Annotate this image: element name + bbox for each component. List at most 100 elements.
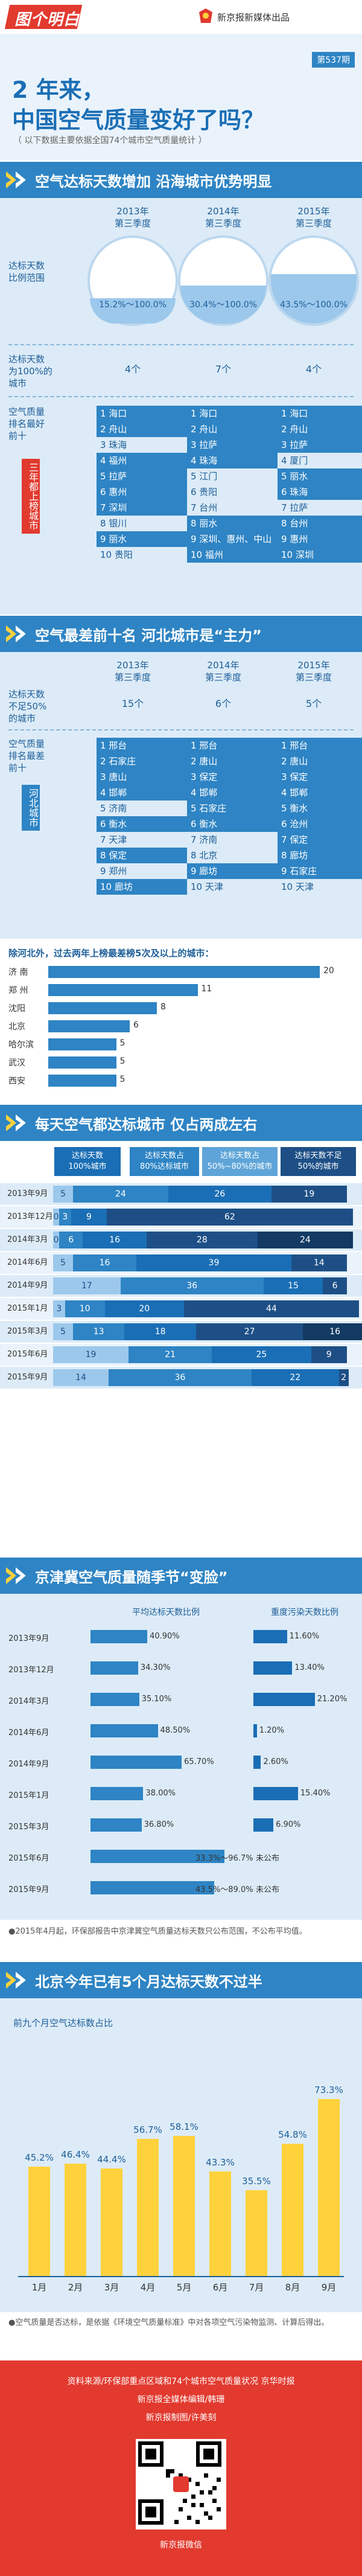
qr-module [208,2490,212,2495]
ranking-item: 4 厦门 [281,455,308,466]
city-bar [48,1075,116,1087]
qr-caption: 新京报微信 [160,2540,202,2550]
row-label: 2014年3月 [7,1235,48,1244]
qr-module [217,2478,221,2482]
good-ratio-bar [91,1661,138,1675]
qr-module [166,2469,170,2473]
heavy-pollution-header: 重度污染天数比例 [271,1608,338,1617]
good-ratio-value: 35.10% [141,1695,172,1704]
ranking-list: 1 邢台 2 石家庄 3 唐山 4 邯郸 5 济南 6 衡水 7 天津 8 保定 9 郑州 10 … [97,738,187,895]
section5-title: 北京今年已有5个月达标天数不过半 [35,1974,262,1990]
year-header: 2014年 [207,660,240,671]
month-bar [282,2143,303,2276]
stacked-segment: 36 [120,1277,264,1294]
ranking-item: 1 海口 [187,406,278,421]
stacked-row: 2014年3月 0 6 16 28 24 [0,1229,362,1251]
ranking-item: 1 邢台 [278,738,362,753]
year-header: 2013年 [116,206,149,217]
city-value: 5 [119,1056,125,1066]
heavy-pollution-value: 21.20% [317,1695,348,1704]
section5-banner: 北京今年已有5个月达标天数不过半 [0,1962,362,1998]
section5-note: ●空气质量是否达标，是依据《环境空气质量标准》中对各项空气污染物监测、计算后得出… [8,2318,329,2327]
qr-module [195,2520,200,2524]
row-label: 2014年3月 [8,1697,49,1706]
heavy-pollution-value: 2.60% [263,1757,288,1766]
divider [8,344,354,345]
ranking-item: 5 济南 [100,803,127,814]
month-label: 3月 [104,2282,119,2293]
qr-module [166,2473,170,2478]
month-value: 73.3% [314,2084,343,2095]
chevron-icon [6,1972,16,1989]
ranking-item: 2 舟山 [97,421,187,437]
stacked-row: 2015年1月 3 10 20 44 [0,1298,362,1320]
section2-banner: 空气最差前十名 河北城市是“主力” [0,616,362,652]
month-bar [209,2171,231,2276]
month-value: 43.3% [206,2156,235,2168]
stacked-segment: 15 [263,1277,323,1294]
row-label: 2015年9月 [8,1885,49,1894]
chevron-icon [16,1114,26,1131]
stacked-segment: 36 [109,1369,252,1386]
stacked-segment: 5 [53,1323,73,1340]
heavy-pollution-bar [253,1661,293,1675]
ranking-item: 9 廊坊 [187,863,278,879]
section4-note: ●2015年4月起，环保部报告中京津冀空气质量达标天数只公布范围，不公布平均值。 [8,1927,307,1936]
ratio-circle: 15.2%～100.0% [87,235,178,326]
editor-credit: 新京报全媒体编辑/韩珊 [137,2395,225,2405]
ranking-list: 1 海口 2 舟山 3 拉萨 4 厦门 5 丽水 6 珠海 7 拉萨 8 台州 9 惠州 10 深… [278,406,362,563]
stacked-segment: 16 [303,1323,362,1340]
month-value: 45.2% [25,2152,54,2164]
tag-hebei: 河北城市 [22,785,40,831]
month-label: 8月 [285,2282,300,2293]
ranking-item: 5 石家庄 [187,801,278,816]
heavy-pollution-value: 15.40% [300,1789,331,1798]
city-bar [48,984,198,996]
month-value: 58.1% [170,2121,198,2132]
ratio-range-label: 30.4%～100.0% [189,300,257,310]
stacked-segment: 39 [136,1254,291,1271]
qr-code[interactable] [136,2439,226,2530]
row-label: 2013年9月 [8,1634,49,1643]
quarter-header: 第三季度 [295,218,332,229]
ranking-item: 9 惠州 [278,531,362,547]
ranking-item: 10 贵阳 [100,549,133,560]
city-value: 5 [119,1038,125,1048]
ratio-range-label: 15.2%～100.0% [99,300,167,310]
stacked-row: 2015年6月 19 21 25 9 [0,1344,362,1366]
ranking-item: 9 丽水 [97,531,187,547]
city-label: 北京 [8,1022,25,1032]
qr-finder-core [203,2449,214,2459]
page-title-line2: 中国空气质量变好了吗？ [12,107,265,133]
ranking-item: 5 衡水 [278,801,362,816]
chevron-icon [6,171,16,188]
ranking-item: 10 天津 [281,881,314,892]
ranking-item: 3 拉萨 [187,437,278,453]
legend-item: 达标天数 100%城市 [54,1147,121,1176]
month-label: 9月 [321,2282,337,2293]
good-ratio-value: 34.30% [140,1663,171,1672]
stacked-segment: 3 [53,1300,65,1317]
good-ratio-value: 33.3%～96.7% [195,1854,253,1863]
qr-module [200,2503,204,2507]
ranking-list: 1 邢台 2 唐山 3 保定 4 邯郸 5 石家庄 6 衡水 7 济南 8 北京 9 廊坊 10 … [187,738,278,895]
ranking-list: 1 海口 2 舟山 3 拉萨 4 珠海 5 江门 6 贵阳 7 台州 8 丽水 9 深圳、惠州、… [187,406,278,563]
stacked-segment: 19 [53,1346,129,1363]
heavy-pollution-value: 未公布 [256,1854,280,1863]
emblem-icon [199,8,212,23]
month-bar [28,2167,50,2276]
good-ratio-bar [91,1693,139,1706]
heavy-pollution-bar [253,1818,274,1832]
city-bar [48,966,320,978]
ranking-item: 7 深圳 [97,500,187,516]
header: 图个明白 新京报新媒体出品 [0,0,362,34]
stacked-segment: 26 [168,1186,272,1203]
stacked-segment: 0 [53,1209,59,1226]
stacked-segment: 6 [59,1232,83,1248]
qr-module [187,2516,191,2520]
city-bar [48,1020,130,1032]
qr-module [204,2473,208,2478]
month-value: 35.5% [242,2176,271,2187]
page-title-line1: 2 年来， [12,77,105,103]
row-label: 2014年6月 [8,1728,49,1737]
